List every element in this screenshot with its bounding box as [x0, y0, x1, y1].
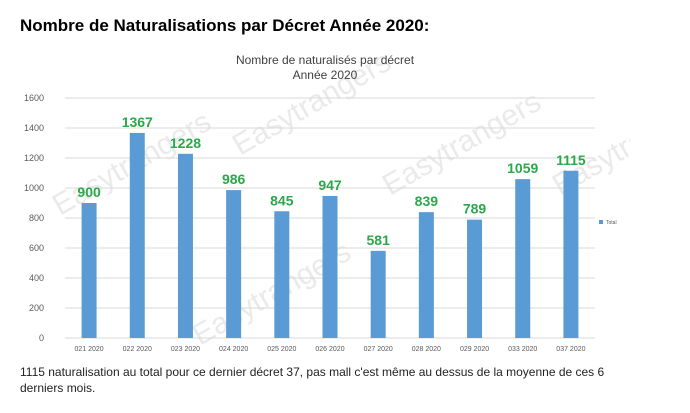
data-label: 900 — [77, 184, 101, 200]
x-tick-label: 033 2020 — [508, 346, 537, 353]
data-label: 839 — [415, 193, 439, 209]
bar — [418, 212, 434, 338]
x-tick-labels: 021 2020 022 2020 023 2020 024 2020 025 2020… — [74, 346, 585, 353]
data-label: 789 — [463, 201, 487, 217]
data-labels: 900 1367 1228 986 845 947 581 839 789 1059 1115 — [77, 114, 586, 248]
x-tick-label: 026 2020 — [315, 346, 344, 353]
data-label: 947 — [318, 177, 342, 193]
page-title: Nombre de Naturalisations par Décret Ann… — [20, 16, 430, 35]
data-label: 1228 — [170, 135, 201, 151]
chart-subtitle: Année 2020 — [293, 68, 358, 82]
bar — [322, 195, 338, 338]
chart-container: Easytrangers Easytrangers Easytrangers Easy… — [20, 46, 630, 358]
data-label: 845 — [270, 192, 294, 208]
data-label: 1059 — [507, 160, 538, 176]
y-tick-label: 200 — [29, 303, 44, 313]
x-tick-label: 021 2020 — [74, 346, 103, 353]
data-label: 1367 — [122, 114, 153, 130]
x-tick-label: 027 2020 — [364, 346, 393, 353]
y-tick-label: 1200 — [24, 153, 44, 163]
chart-title: Nombre de naturalisés par décret — [236, 53, 415, 67]
watermark-text: Easytrangers — [547, 85, 630, 202]
x-tick-label: 037 2020 — [556, 346, 585, 353]
x-tick-label: 023 2020 — [171, 346, 200, 353]
bars — [81, 132, 579, 338]
x-tick-label: 028 2020 — [412, 346, 441, 353]
y-tick-label: 1000 — [24, 183, 44, 193]
x-tick-label: 029 2020 — [460, 346, 489, 353]
legend-swatch — [599, 220, 603, 224]
legend: Total — [599, 220, 617, 226]
bar — [563, 170, 579, 338]
bar — [177, 153, 193, 338]
y-tick-labels: 0 200 400 600 800 1000 1200 1400 1600 — [24, 93, 44, 343]
y-tick-label: 600 — [29, 243, 44, 253]
bar — [129, 132, 145, 338]
bar — [81, 203, 97, 338]
bar — [274, 211, 290, 338]
legend-label: Total — [606, 220, 617, 226]
bar — [370, 250, 386, 338]
y-tick-label: 800 — [29, 213, 44, 223]
y-tick-label: 1400 — [24, 123, 44, 133]
bar — [515, 179, 531, 338]
caption: 1115 naturalisation au total pour ce der… — [20, 365, 605, 395]
x-tick-label: 022 2020 — [123, 346, 152, 353]
bar — [226, 190, 242, 338]
y-tick-label: 400 — [29, 273, 44, 283]
y-tick-label: 0 — [39, 333, 44, 343]
x-tick-label: 024 2020 — [219, 346, 248, 353]
y-tick-label: 1600 — [24, 93, 44, 103]
bar — [467, 219, 483, 338]
data-label: 1115 — [556, 152, 586, 168]
data-label: 581 — [367, 232, 391, 248]
x-tick-label: 025 2020 — [267, 346, 296, 353]
data-label: 986 — [222, 171, 246, 187]
